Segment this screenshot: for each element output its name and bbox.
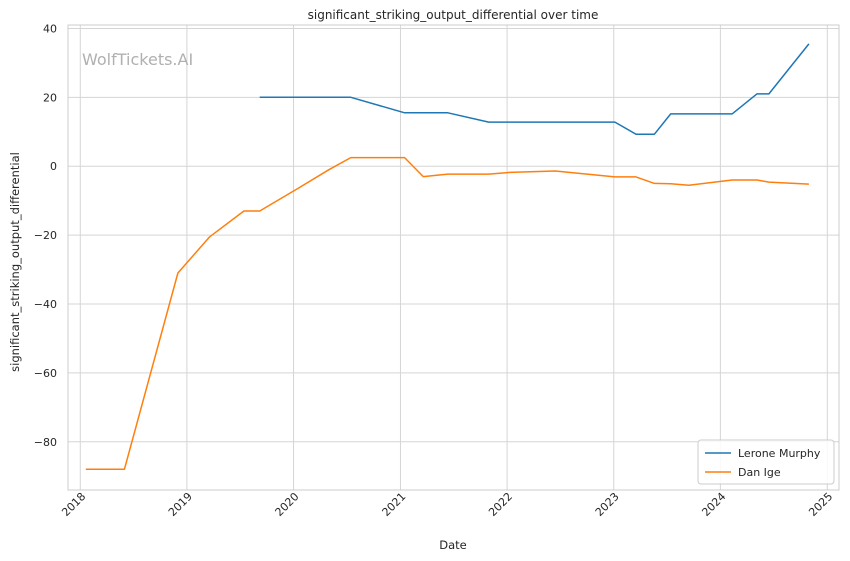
y-axis-label: significant_striking_output_differential [8, 152, 22, 372]
y-tick-label-20: 20 [43, 91, 57, 104]
series-lines [85, 43, 810, 471]
legend-label-dan-ige: Dan Ige [738, 466, 781, 479]
chart-title: significant_striking_output_differential… [308, 8, 599, 22]
legend-label-lerone-murphy: Lerone Murphy [738, 447, 821, 460]
y-tick-label--80: −80 [34, 436, 57, 449]
series-line-dan-ige [85, 156, 809, 471]
y-tick-label--20: −20 [34, 229, 57, 242]
series-line-lerone-murphy [259, 43, 810, 135]
y-tick-label-0: 0 [50, 160, 57, 173]
plot-area-frame [67, 24, 840, 491]
legend-box [697, 439, 835, 485]
watermark-text: WolfTickets.AI [82, 50, 193, 69]
y-tick-label--40: −40 [34, 298, 57, 311]
grid [68, 25, 839, 490]
y-tick-label--60: −60 [34, 367, 57, 380]
y-tick-label-40: 40 [43, 22, 57, 35]
legend: Lerone Murphy Dan Ige [697, 439, 835, 485]
x-axis-label: Date [439, 538, 467, 552]
